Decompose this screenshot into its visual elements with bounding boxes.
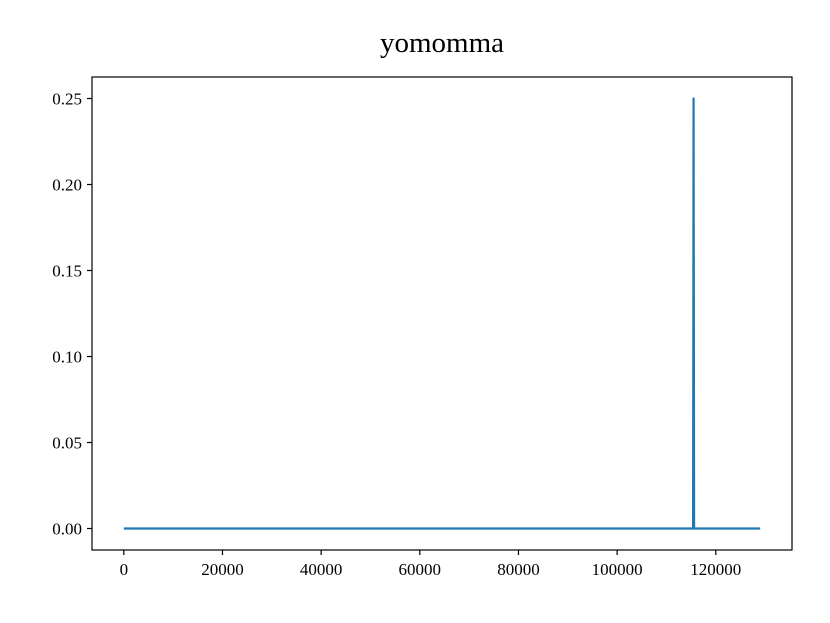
y-tick-label: 0.05 — [52, 434, 82, 453]
y-tick-label: 0.15 — [52, 262, 82, 281]
x-tick-label: 40000 — [300, 560, 343, 579]
y-tick-label: 0.25 — [52, 90, 82, 109]
chart-title: yomomma — [380, 27, 504, 59]
line — [123, 97, 761, 530]
plot-frame — [91, 76, 793, 551]
x-tick-label: 80000 — [497, 560, 540, 579]
x-tick-label: 0 — [120, 560, 129, 579]
x-tick-label: 100000 — [592, 560, 643, 579]
y-tick-label: 0.00 — [52, 520, 82, 539]
y-tick-label: 0.10 — [52, 348, 82, 367]
y-tick-label: 0.20 — [52, 176, 82, 195]
x-tick-label: 120000 — [690, 560, 741, 579]
x-tick-label: 60000 — [399, 560, 442, 579]
x-tick-label: 20000 — [201, 560, 244, 579]
